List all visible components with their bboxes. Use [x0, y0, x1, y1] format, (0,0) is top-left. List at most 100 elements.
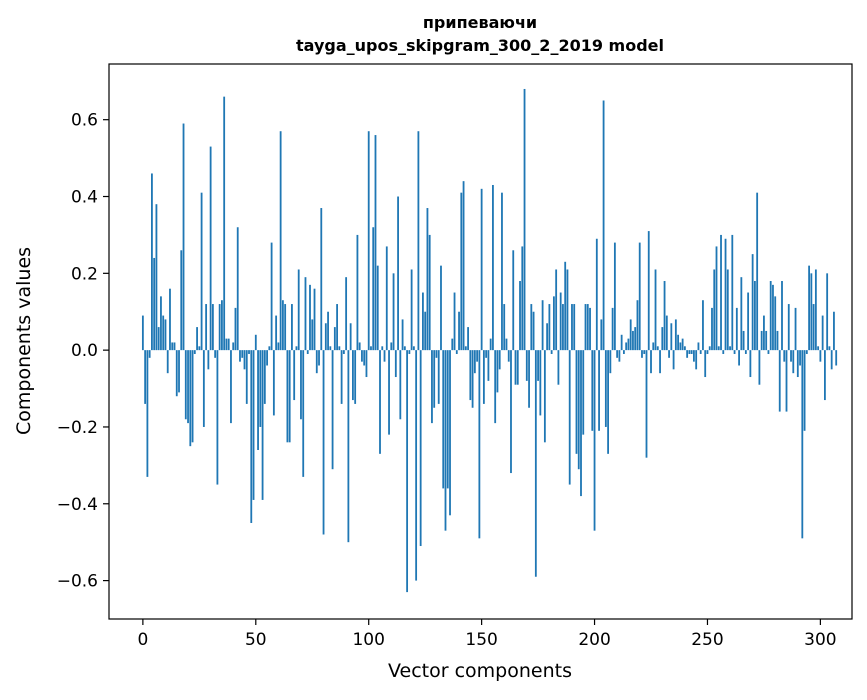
- bar: [738, 350, 740, 366]
- bar: [487, 350, 490, 381]
- bar: [232, 342, 235, 351]
- bar: [772, 284, 774, 351]
- bar: [677, 334, 680, 351]
- bar: [652, 342, 655, 351]
- bar: [595, 238, 598, 351]
- bar: [160, 296, 162, 351]
- plot-frame: [108, 63, 853, 620]
- y-tick-label: 0.6: [71, 111, 98, 131]
- bar: [753, 281, 756, 351]
- bar: [534, 350, 537, 577]
- bar: [729, 346, 731, 351]
- bar: [333, 327, 336, 351]
- bar: [645, 350, 648, 458]
- bar: [505, 338, 508, 351]
- bar: [354, 350, 357, 404]
- bar: [381, 346, 384, 351]
- bar: [406, 350, 409, 593]
- bar: [796, 350, 799, 378]
- bar: [476, 350, 479, 362]
- bar: [187, 350, 189, 424]
- bar: [758, 350, 761, 385]
- bar: [374, 135, 377, 351]
- bar: [600, 319, 603, 351]
- bar: [704, 350, 707, 378]
- bar: [254, 334, 257, 351]
- bar: [760, 330, 763, 351]
- bar: [690, 350, 693, 354]
- bar: [164, 319, 167, 351]
- bar: [830, 350, 833, 370]
- bar: [209, 146, 212, 351]
- bar: [376, 265, 379, 351]
- x-axis-label: Vector components: [388, 660, 572, 682]
- bar: [776, 330, 779, 351]
- bar: [451, 338, 454, 351]
- bar: [189, 350, 192, 447]
- bar: [620, 334, 623, 351]
- bar: [566, 269, 569, 351]
- bar: [144, 350, 147, 404]
- bar: [180, 250, 183, 351]
- bar: [532, 311, 535, 351]
- bar: [309, 284, 311, 351]
- bar: [785, 350, 788, 412]
- bar: [638, 242, 641, 351]
- bar: [541, 300, 544, 351]
- bar: [589, 307, 591, 351]
- bar: [435, 350, 438, 358]
- bar: [230, 350, 232, 424]
- bar: [519, 281, 521, 351]
- x-tick-label: 300: [804, 630, 836, 650]
- bar: [327, 311, 329, 351]
- bar: [817, 346, 820, 351]
- bar: [361, 350, 363, 362]
- bar: [769, 281, 772, 351]
- bar: [731, 234, 734, 351]
- bar: [767, 350, 770, 354]
- bar: [257, 350, 259, 450]
- bar: [207, 350, 210, 370]
- bar: [485, 350, 488, 358]
- bar: [338, 346, 341, 351]
- bar: [462, 181, 465, 351]
- bar: [370, 346, 372, 351]
- bar: [300, 350, 302, 420]
- bar: [263, 350, 266, 404]
- bar: [205, 304, 208, 351]
- bar: [281, 300, 284, 351]
- bar: [507, 350, 510, 362]
- bar: [365, 350, 368, 378]
- bar: [157, 327, 160, 351]
- bar: [821, 315, 824, 351]
- bar: [668, 350, 670, 358]
- bar: [216, 350, 219, 485]
- bar: [202, 350, 205, 427]
- bar: [383, 350, 386, 362]
- bar: [787, 304, 790, 351]
- bar: [546, 323, 549, 351]
- bars-group: [141, 88, 838, 593]
- bar: [480, 188, 483, 351]
- bar: [318, 350, 320, 366]
- y-tick-label: 0.4: [71, 188, 98, 208]
- bar: [311, 319, 314, 351]
- bar: [528, 350, 530, 408]
- bar: [672, 350, 675, 370]
- bar: [171, 342, 174, 351]
- bar: [422, 292, 424, 351]
- bar: [693, 350, 695, 362]
- bar: [169, 288, 171, 351]
- y-axis-ticks: −0.6 −0.4 −0.2 0.0 0.2 0.4 0.6: [57, 111, 109, 592]
- bar: [571, 304, 573, 351]
- bar: [643, 350, 646, 354]
- bar: [356, 234, 359, 351]
- bar: [218, 304, 221, 351]
- bar: [322, 350, 325, 535]
- bar: [153, 257, 156, 351]
- y-axis-label: Components values: [13, 247, 35, 435]
- bar: [166, 350, 169, 374]
- bar: [293, 350, 296, 401]
- bar: [492, 184, 494, 351]
